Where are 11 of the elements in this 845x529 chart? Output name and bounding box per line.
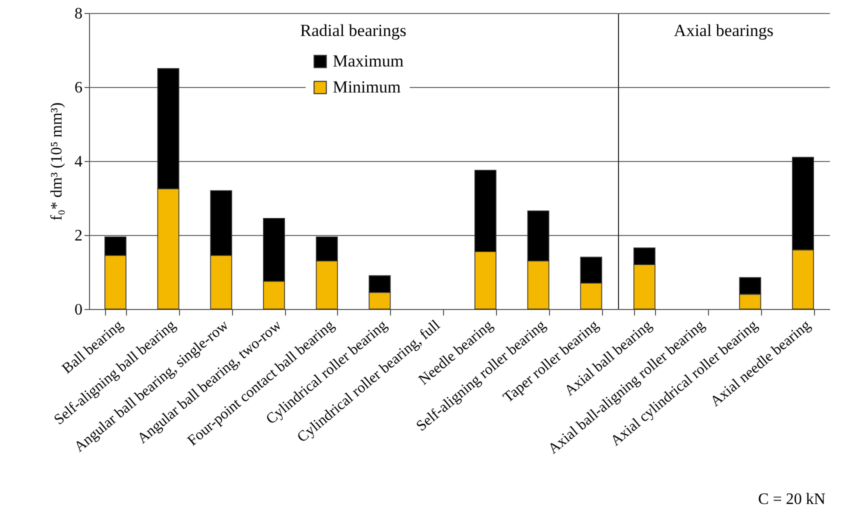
text: C = 20 kN — [758, 491, 826, 508]
y-tick-label: 6 — [74, 80, 82, 96]
y-tick-label: 2 — [74, 228, 82, 244]
y-tick-label: 4 — [74, 154, 82, 170]
y-tick-label: 0 — [74, 302, 82, 318]
y-tick-label: 8 — [74, 6, 82, 22]
annotation: Radial bearings — [300, 21, 406, 40]
legend-label: Minimum — [332, 78, 401, 97]
annotation: Axial bearings — [674, 21, 774, 40]
legend-label: Maximum — [332, 52, 404, 71]
y-axis-title: f₀* dm³ (10⁵ mm³) — [48, 102, 66, 221]
